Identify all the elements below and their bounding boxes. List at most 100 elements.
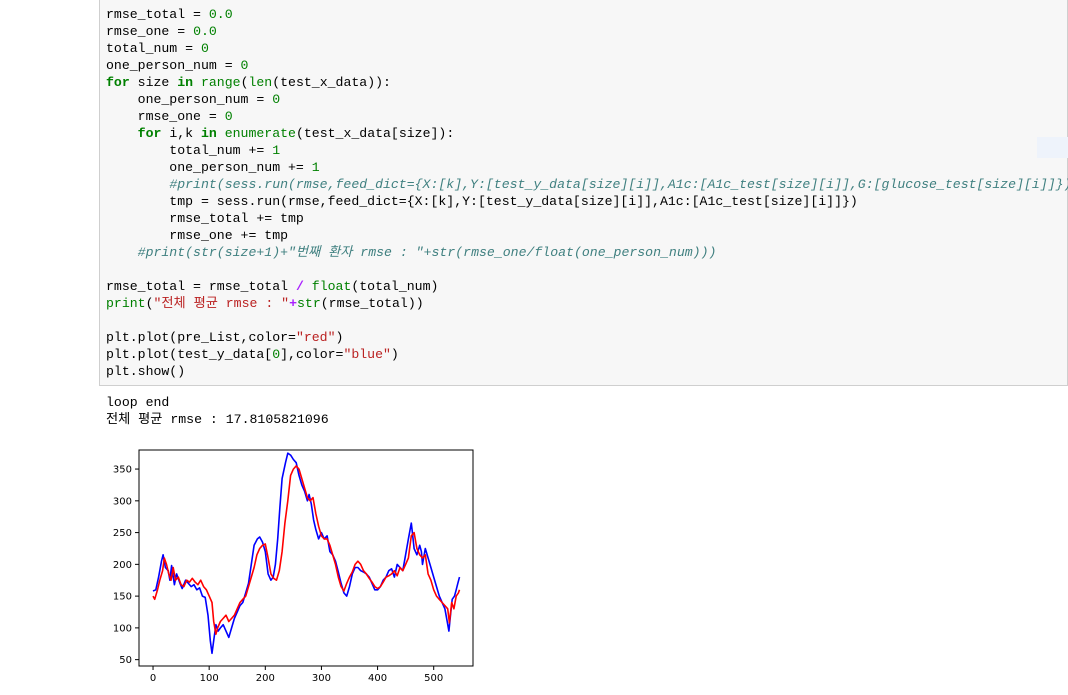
series-line-red — [152, 465, 461, 635]
code-token: ],color= — [280, 347, 344, 362]
code-token: i,k — [161, 126, 201, 141]
code-token: plt.show() — [106, 364, 186, 379]
code-token: plt.plot(test_y_data[ — [106, 347, 273, 362]
y-tick-label: 300 — [113, 496, 132, 507]
code-token: float — [311, 279, 352, 294]
code-token: 1 — [311, 160, 320, 175]
y-tick-label: 200 — [113, 560, 132, 571]
code-line[interactable]: plt.show() — [106, 363, 1068, 380]
code-line[interactable]: rmse_one += tmp — [106, 227, 1068, 244]
plot-frame — [138, 449, 474, 667]
code-line[interactable]: tmp = sess.run(rmse,feed_dict={X:[k],Y:[… — [106, 193, 1068, 210]
code-token: str — [297, 296, 321, 311]
code-line[interactable]: #print(str(size+1)+"번째 환자 rmse : "+str(r… — [106, 244, 1068, 261]
code-token: tmp = sess.run(rmse,feed_dict={X:[k],Y:[… — [106, 194, 858, 209]
code-token: (total_num) — [351, 279, 439, 294]
code-token: total_num += — [106, 143, 273, 158]
code-token: rmse_one += tmp — [106, 228, 289, 243]
code-token: (rmse_total)) — [320, 296, 424, 311]
code-token: "전체 평균 rmse : " — [153, 296, 290, 311]
code-line[interactable]: rmse_one = 0.0 — [106, 23, 1068, 40]
code-line[interactable]: one_person_num = 0 — [106, 91, 1068, 108]
code-token: "blue" — [343, 347, 391, 362]
y-tick-label: 100 — [113, 623, 132, 634]
code-line[interactable]: #print(sess.run(rmse,feed_dict={X:[k],Y:… — [106, 176, 1068, 193]
code-token: total_num = — [106, 41, 201, 56]
code-token: ) — [390, 347, 399, 362]
code-line[interactable]: total_num = 0 — [106, 40, 1068, 57]
y-tick-label: 50 — [119, 655, 132, 666]
code-token: plt.plot(pre_List,color= — [106, 330, 296, 345]
x-tick-label: 300 — [312, 673, 331, 684]
code-token: one_person_num += — [106, 160, 312, 175]
code-line[interactable]: total_num += 1 — [106, 142, 1068, 159]
code-token: rmse_total = rmse_total — [106, 279, 296, 294]
code-token — [217, 126, 225, 141]
code-line[interactable]: plt.plot(pre_List,color="red") — [106, 329, 1068, 346]
code-line[interactable]: rmse_one = 0 — [106, 108, 1068, 125]
code-token: rmse_one = — [106, 109, 225, 124]
code-line[interactable]: for i,k in enumerate(test_x_data[size]): — [106, 125, 1068, 142]
code-token: 0.0 — [208, 7, 233, 22]
code-token: print — [106, 296, 146, 311]
code-token: ( — [145, 296, 154, 311]
code-token: rmse_total += tmp — [106, 211, 304, 226]
code-line[interactable]: rmse_total += tmp — [106, 210, 1068, 227]
code-token: enumerate — [224, 126, 296, 141]
line-chart: 0 100 200 300 400 500 50 100 150 200 250 300 350 — [113, 449, 474, 684]
code-token: range — [200, 75, 241, 90]
x-tick-label: 100 — [200, 673, 219, 684]
code-token: 0 — [272, 347, 281, 362]
code-token: "red" — [295, 330, 336, 345]
code-token: size — [129, 75, 178, 90]
code-token — [304, 279, 312, 294]
code-line[interactable] — [106, 261, 1068, 278]
code-token: one_person_num = — [106, 58, 241, 73]
code-token: rmse_one = — [106, 24, 194, 39]
code-token: 0 — [240, 58, 249, 73]
code-line[interactable]: print("전체 평균 rmse : "+str(rmse_total)) — [106, 295, 1068, 312]
y-tick-label: 250 — [113, 528, 132, 539]
code-token: in — [177, 75, 194, 90]
code-token: (test_x_data[size]): — [295, 126, 455, 141]
code-line[interactable]: rmse_total = rmse_total / float(total_nu… — [106, 278, 1068, 295]
code-token: #print(sess.run(rmse,feed_dict={X:[k],Y:… — [169, 177, 1068, 192]
code-token: #print(str(size+1)+"번째 환자 rmse : "+str(r… — [137, 245, 717, 260]
code-line[interactable]: one_person_num = 0 — [106, 57, 1068, 74]
cell-output: loop end 전체 평균 rmse : 17.8105821096 — [106, 394, 329, 428]
code-token: rmse_total = — [106, 7, 209, 22]
code-token: / — [295, 279, 304, 294]
code-token: in — [200, 126, 217, 141]
code-token: 0 — [224, 109, 233, 124]
x-tick-label: 200 — [256, 673, 275, 684]
code-token: + — [289, 296, 298, 311]
code-token: ( — [240, 75, 249, 90]
code-token — [193, 75, 201, 90]
chart-axes-ticks: 0 100 200 300 400 500 50 100 150 200 250 300 350 — [113, 465, 443, 684]
code-token: ) — [335, 330, 344, 345]
x-tick-label: 500 — [424, 673, 443, 684]
x-tick-label: 400 — [368, 673, 387, 684]
code-token: (test_x_data)): — [272, 75, 391, 90]
code-line[interactable]: one_person_num += 1 — [106, 159, 1068, 176]
x-tick-label: 0 — [150, 673, 156, 684]
code-token: for — [106, 75, 130, 90]
code-token: for — [137, 126, 162, 141]
code-line[interactable]: rmse_total = 0.0 — [106, 6, 1068, 23]
code-token — [106, 245, 138, 260]
code-token — [106, 126, 138, 141]
code-line[interactable] — [106, 312, 1068, 329]
code-cell[interactable] — [99, 0, 1068, 386]
code-token: len — [248, 75, 273, 90]
chart-series — [152, 452, 461, 655]
code-editor[interactable]: rmse_total = 0.0 rmse_one = 0.0 total_num … — [106, 6, 1068, 380]
code-line[interactable]: plt.plot(test_y_data[0],color="blue") — [106, 346, 1068, 363]
editor-scroll-highlight — [1037, 137, 1068, 158]
output-line-rmse: 전체 평균 rmse : 17.8105821096 — [106, 412, 329, 427]
code-line[interactable]: for size in range(len(test_x_data)): — [106, 74, 1068, 91]
code-token: 0 — [272, 92, 281, 107]
y-tick-label: 350 — [113, 465, 132, 476]
code-token: one_person_num = — [106, 92, 273, 107]
code-token: 1 — [272, 143, 281, 158]
code-token: 0.0 — [193, 24, 217, 39]
